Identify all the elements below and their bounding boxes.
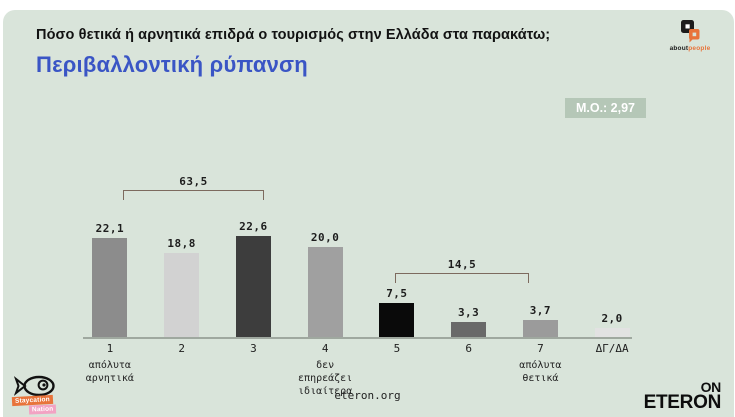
mean-badge: M.O.: 2,97: [565, 98, 646, 118]
x-tick-dk: ΔΓ/ΔΑ: [576, 342, 648, 359]
bar-1: [92, 238, 128, 337]
staycation-nation-logo: Staycation Nation: [11, 372, 82, 416]
eteron-logo-line2: ETERON: [643, 391, 722, 413]
bar-6: [451, 322, 487, 337]
bar-2: [164, 253, 200, 337]
bracket-positive-group: 14,5: [395, 258, 529, 283]
slide-panel: [3, 10, 734, 417]
x-tick-sublabel: απόλυτα θετικά: [519, 360, 562, 384]
x-axis-labels: 1 απόλυτα αρνητικά 2 3 4 δεν επηρεάζει ι…: [74, 342, 648, 398]
bar-group-4: 20,0: [289, 196, 361, 337]
bar-value-label: 7,5: [386, 287, 408, 300]
nation-chip: Nation: [28, 404, 57, 415]
bar-value-label: 22,6: [239, 220, 268, 233]
x-tick-label: 3: [250, 342, 257, 355]
x-tick-6: 6: [433, 342, 505, 359]
bar-value-label: 3,7: [529, 304, 552, 317]
bar-7: [522, 320, 558, 337]
bar-value-label: 2,0: [601, 312, 623, 325]
aboutpeople-text-black: about: [669, 45, 689, 52]
bracket-negative-label: 63,5: [179, 175, 208, 188]
x-tick-5: 5: [361, 342, 433, 359]
bar-group-6: 3,3: [433, 196, 505, 337]
aboutpeople-logo: aboutpeople: [657, 20, 723, 52]
x-tick-label: 5: [393, 342, 401, 355]
bar-dk: [594, 328, 630, 337]
x-tick-sublabel: απόλυτα αρνητικά: [85, 360, 134, 384]
x-tick-label: 2: [178, 342, 185, 355]
x-tick-7: 7 απόλυτα θετικά: [505, 342, 577, 385]
x-tick-label: 1: [106, 342, 114, 355]
bar-5: [379, 303, 415, 337]
bar-group-3: 22,6: [218, 196, 290, 337]
bar-chart: 22,1 18,8 22,6 20,0 7,5 3,3 3,7 2,0: [74, 196, 648, 337]
aboutpeople-logo-icon: [681, 20, 700, 43]
survey-question: Πόσο θετικά ή αρνητικά επιδρά ο τουρισμό…: [36, 27, 551, 43]
x-tick-label: ΔΓ/ΔΑ: [595, 342, 629, 355]
bracket-negative-group: 63,5: [123, 175, 264, 200]
x-tick-4: 4 δεν επηρεάζει ιδιαίτερα: [289, 342, 361, 398]
bar-4: [307, 247, 343, 337]
x-tick-3: 3: [218, 342, 290, 359]
bar-3: [235, 236, 271, 337]
bar-group-dk: 2,0: [576, 196, 648, 337]
aboutpeople-logo-text: aboutpeople: [657, 45, 723, 52]
x-tick-label: 7: [537, 342, 544, 355]
x-tick-sublabel: δεν επηρεάζει ιδιαίτερα: [298, 360, 353, 397]
bar-group-5: 7,5: [361, 196, 433, 337]
bracket-positive-label: 14,5: [447, 258, 477, 271]
bar-value-label: 22,1: [95, 222, 125, 235]
aboutpeople-text-orange: people: [688, 45, 711, 52]
bar-group-2: 18,8: [146, 196, 218, 337]
x-axis-line: [83, 337, 632, 339]
bar-value-label: 3,3: [457, 306, 480, 319]
bar-value-label: 18,8: [167, 237, 196, 250]
x-tick-1: 1 απόλυτα αρνητικά: [74, 342, 146, 385]
bar-value-label: 20,0: [310, 231, 340, 244]
x-tick-label: 6: [465, 342, 472, 355]
bar-group-1: 22,1: [74, 196, 146, 337]
x-tick-2: 2: [146, 342, 218, 359]
website-url: eteron.org: [334, 389, 401, 402]
eteron-logo: ON ETERON: [643, 378, 722, 413]
page-title: Περιβαλλοντική ρύπανση: [36, 52, 308, 77]
x-tick-label: 4: [321, 342, 329, 355]
bar-group-7: 3,7: [505, 196, 577, 337]
eteron-logo-line1: ON: [700, 378, 722, 395]
